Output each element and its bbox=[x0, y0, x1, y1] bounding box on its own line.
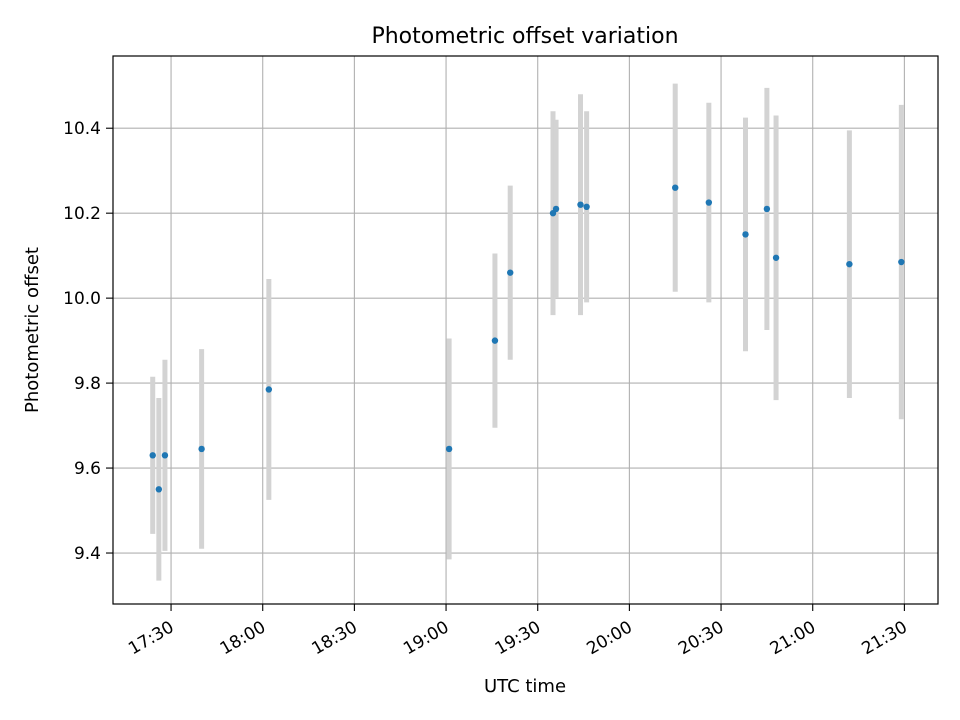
data-point bbox=[898, 258, 905, 266]
data-point bbox=[772, 254, 780, 261]
data-point bbox=[763, 205, 771, 213]
plot-frame bbox=[112, 55, 939, 605]
data-point bbox=[491, 337, 499, 344]
y-tick-label: 10.0 bbox=[63, 289, 101, 309]
y-tick-label: 9.4 bbox=[74, 544, 101, 564]
grid bbox=[113, 56, 938, 604]
y-tick-label: 9.8 bbox=[74, 374, 101, 394]
data-point bbox=[583, 203, 590, 211]
chart-title: Photometric offset variation bbox=[371, 24, 678, 49]
x-axis-label: UTC time bbox=[484, 676, 566, 697]
data-point bbox=[198, 445, 205, 453]
y-axis-label: Photometric offset bbox=[22, 247, 43, 413]
y-tick-label: 10.2 bbox=[63, 204, 101, 224]
data-point bbox=[265, 386, 273, 393]
data-point bbox=[846, 260, 853, 268]
data-point bbox=[149, 452, 156, 459]
y-axis-ticks: 9.4 9.6 9.8 10.0 10.2 10.4 bbox=[63, 119, 113, 564]
data-point bbox=[552, 205, 560, 213]
data-point bbox=[507, 269, 514, 276]
data-point bbox=[577, 201, 584, 208]
y-tick-label: 10.4 bbox=[63, 119, 101, 139]
data-point bbox=[161, 452, 169, 459]
data-point bbox=[445, 445, 453, 453]
y-tick-label: 9.6 bbox=[74, 459, 101, 479]
data-point bbox=[672, 184, 679, 191]
data-point bbox=[742, 231, 749, 238]
data-point bbox=[155, 486, 163, 493]
data-points bbox=[149, 184, 905, 493]
data-point bbox=[705, 199, 713, 206]
